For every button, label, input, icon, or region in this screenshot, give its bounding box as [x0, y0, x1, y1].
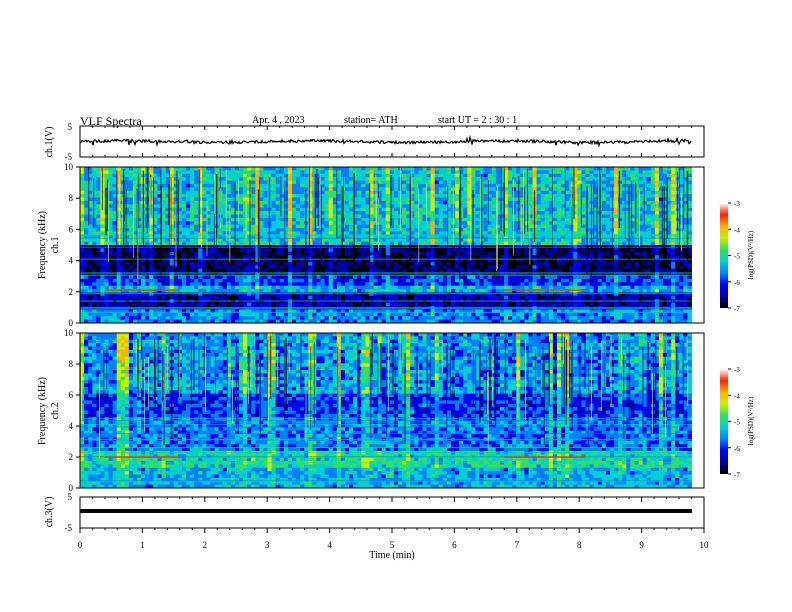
- ch1-spectrogram-panel: 0 2 4 6 8 10 ch.1 Frequency (kHz): [37, 162, 705, 328]
- colorbar-tick-label: -4: [734, 392, 740, 400]
- ch1-frequency-ticks: 0 2 4 6 8 10: [64, 162, 80, 328]
- ch2-frequency-ticks: 0 2 4 6 8 10: [64, 328, 80, 493]
- ch2-colorbar: -3 -4 -5 -6 -7 log(PSD)(V²/Hz): [720, 366, 755, 479]
- time-axis-label: Time (min): [369, 550, 414, 561]
- plot-title: VLF Spectra: [80, 114, 142, 128]
- colorbar-tick-label: -6: [734, 445, 740, 453]
- ch3-ytick-bottom: -5: [65, 523, 73, 533]
- ch1-frequency-axis-label: Frequency (kHz): [37, 211, 48, 279]
- ch2-spectrogram-panel: 0 2 4 6 8 10 ch.2 Frequency (kHz): [37, 328, 705, 493]
- time-tick-label: 3: [265, 540, 270, 550]
- ch2-spectrogram-image: [79, 333, 704, 489]
- frequency-tick-label: 0: [69, 318, 74, 328]
- ch1-waveform-panel: 5 -5 ch.1(V): [44, 122, 705, 162]
- ch1-colorbar-ticks: -3 -4 -5 -6 -7: [728, 200, 740, 313]
- colorbar-tick-label: -7: [734, 305, 740, 313]
- station-label: station= ATH: [344, 115, 398, 126]
- time-axis-ticks: 0 1 2 3 4 5 6 7 8 9 10: [78, 497, 709, 550]
- frequency-tick-label: 8: [69, 359, 74, 369]
- colorbar-tick-label: -3: [734, 200, 740, 208]
- time-tick-label: 4: [327, 540, 332, 550]
- ch1-colorbar-label: log(PSD)(V²/Hz): [747, 230, 755, 279]
- ch2-colorbar-ticks: -3 -4 -5 -6 -7: [728, 366, 740, 479]
- time-tick-label: 9: [639, 540, 644, 550]
- time-tick-label: 6: [452, 540, 457, 550]
- colorbar-tick-label: -4: [734, 226, 740, 234]
- colorbar-tick-label: -3: [734, 366, 740, 374]
- ch1-channel-label: ch.1: [50, 237, 61, 254]
- frequency-tick-label: 8: [69, 193, 74, 203]
- ch3-ytick-top: 5: [68, 492, 73, 502]
- colorbar-tick-label: -5: [734, 253, 740, 261]
- frequency-tick-label: 2: [69, 452, 74, 462]
- frequency-tick-label: 10: [64, 162, 74, 172]
- frequency-tick-label: 6: [69, 224, 74, 234]
- ch1-voltage-label: ch.1(V): [44, 127, 55, 158]
- ch2-spectrogram-frame: [79, 332, 705, 489]
- frequency-tick-label: 10: [64, 328, 74, 338]
- time-tick-label: 8: [577, 540, 582, 550]
- frequency-tick-label: 4: [69, 421, 74, 431]
- time-tick-label: 10: [700, 540, 710, 550]
- time-tick-label: 5: [390, 540, 395, 550]
- colorbar-tick-label: -7: [734, 471, 740, 479]
- frequency-tick-label: 2: [69, 287, 74, 297]
- date-label: Apr. 4 , 2023: [252, 115, 305, 126]
- time-tick-label: 0: [78, 540, 83, 550]
- ch3-waveform-panel: 5 -5 ch.3(V): [44, 492, 705, 533]
- ch1-spectrogram-frame: [79, 166, 705, 324]
- colorbar-tick-label: -6: [734, 279, 740, 287]
- frequency-tick-label: 0: [69, 483, 74, 493]
- ch1-waveform-trace: [79, 134, 692, 148]
- time-tick-label: 2: [203, 540, 208, 550]
- colorbar-tick-label: -5: [734, 419, 740, 427]
- ch2-colorbar-label: log(PSD)(V²/Hz): [747, 396, 755, 445]
- ch2-channel-label: ch.2: [50, 403, 61, 420]
- ch1-colorbar: -3 -4 -5 -6 -7 log(PSD)(V²/Hz): [720, 200, 755, 313]
- time-tick-label: 1: [140, 540, 145, 550]
- ch3-voltage-label: ch.3(V): [44, 497, 55, 528]
- ch1-ytick-top: 5: [68, 122, 73, 132]
- ch1-waveform-ticks: [79, 126, 705, 157]
- ch2-colorbar-gradient: [720, 369, 728, 474]
- start-time-label: start UT = 2 : 30 : 1: [438, 115, 518, 126]
- frequency-tick-label: 4: [69, 256, 74, 266]
- ch1-spectrogram-image: [80, 167, 704, 324]
- ch2-frequency-axis-label: Frequency (kHz): [37, 377, 48, 445]
- time-tick-label: 7: [515, 540, 520, 550]
- frequency-tick-label: 6: [69, 390, 74, 400]
- ch1-ytick-bottom: -5: [65, 152, 73, 162]
- ch1-colorbar-gradient: [720, 203, 728, 308]
